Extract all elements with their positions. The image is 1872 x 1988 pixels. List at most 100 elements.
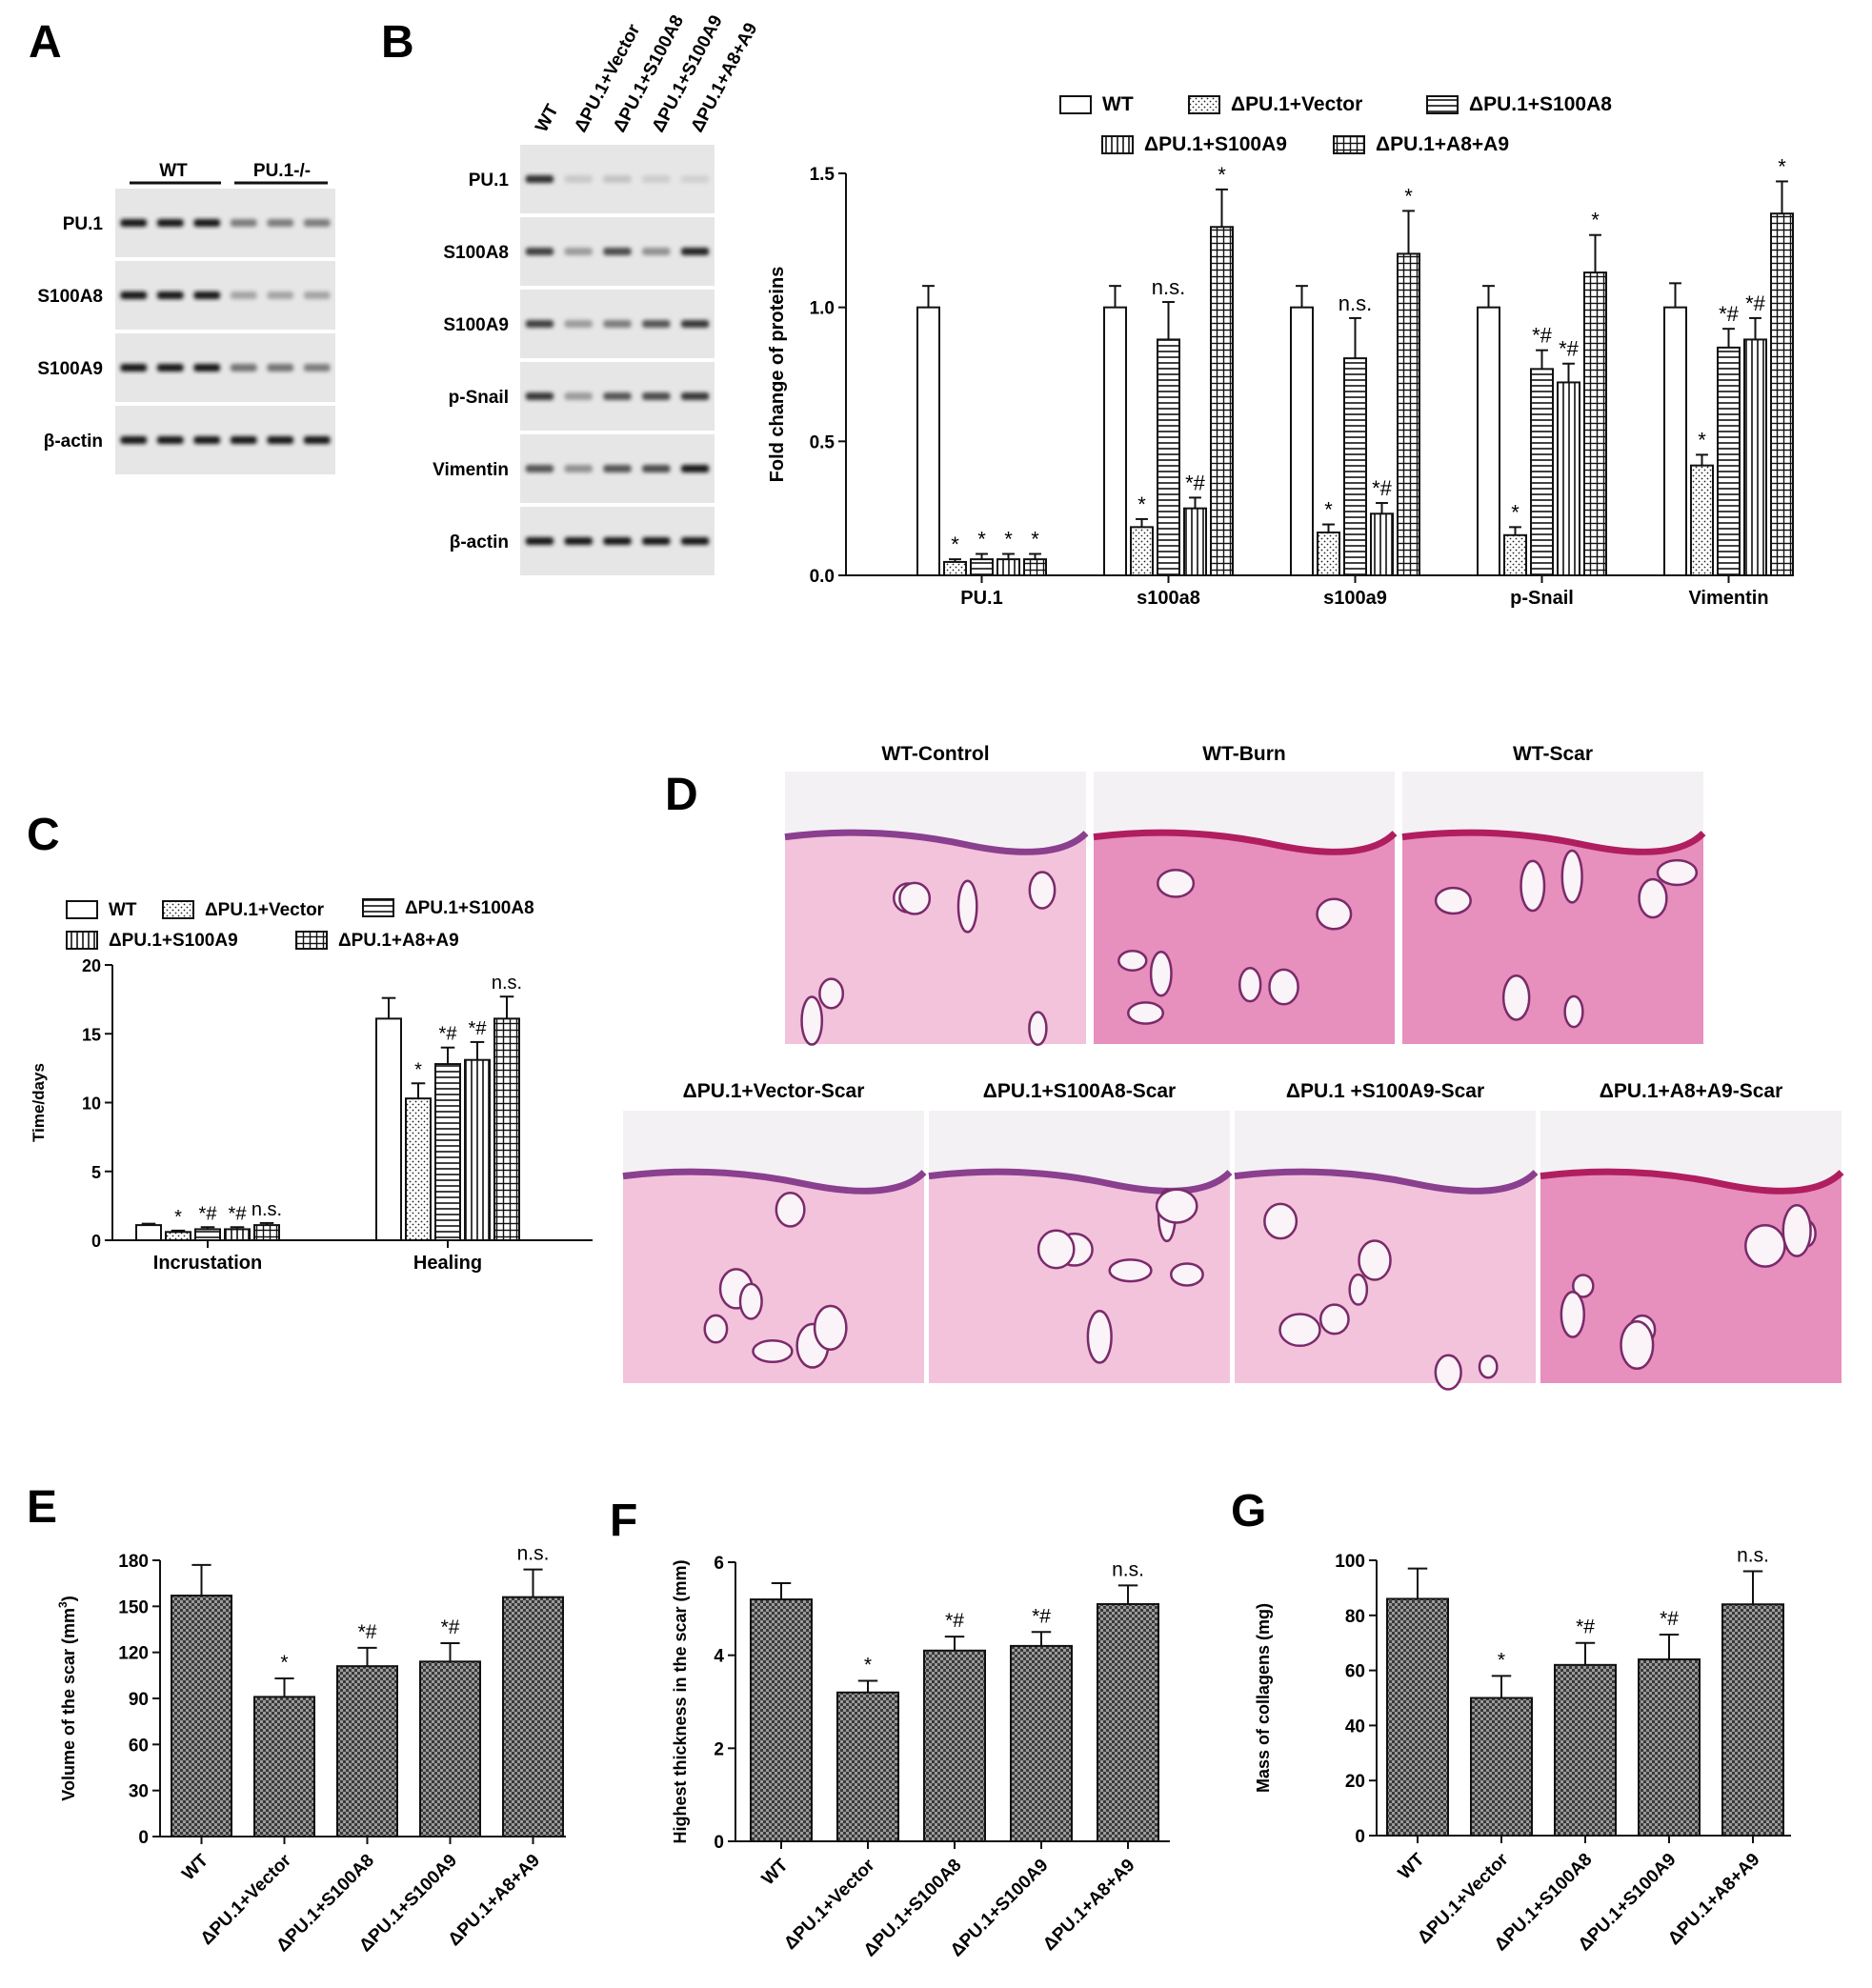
tissue-follicle — [1478, 1355, 1499, 1379]
bar-pu-1-s100a9 — [1638, 1658, 1701, 1837]
tissue-follicle — [1169, 1262, 1204, 1287]
bar-pu-1-s100a9 — [1010, 1644, 1073, 1843]
blot-band — [603, 465, 632, 472]
y-tick-label: 60 — [1345, 1662, 1365, 1682]
panel-letter-g: G — [1231, 1486, 1266, 1536]
legend-label-pu-1-s100a9: ΔPU.1+S100A9 — [109, 931, 238, 951]
tissue-follicle — [1744, 1223, 1786, 1268]
y-tick-label: 180 — [118, 1552, 149, 1572]
blot-band — [680, 175, 710, 183]
blot-row-label-vimentin: Vimentin — [433, 460, 509, 480]
x-category-label-p-snail: p-Snail — [1510, 588, 1574, 609]
tissue-epidermis — [622, 1168, 927, 1195]
y-axis-title: Time/days — [30, 1063, 48, 1142]
tissue-follicle — [813, 1304, 848, 1351]
chart-f-scar-thickness: 0246WT*ΔPU.1+Vector*#ΔPU.1+S100A8*#ΔPU.1… — [671, 1554, 1170, 1960]
bar-s100a9-wt — [1290, 306, 1314, 576]
y-axis-title-end: ) — [59, 1596, 78, 1601]
blot-band — [564, 320, 593, 328]
sig-label: n.s. — [492, 973, 522, 994]
blot-row-label-p-snail: p-Snail — [449, 388, 509, 408]
sig-label: n.s. — [517, 1543, 550, 1565]
bar-wt — [1386, 1597, 1449, 1837]
legend-swatch-pu-1-a8-a9 — [295, 931, 328, 950]
blot-band — [642, 320, 671, 328]
x-category-label-pu-1-a8-a9: ΔPU.1+A8+A9 — [1664, 1850, 1763, 1949]
tissue-follicle — [1268, 968, 1299, 1006]
blot-strip-s100a8 — [115, 261, 335, 330]
blot-band — [525, 248, 554, 255]
tissue-follicle — [1563, 994, 1584, 1029]
blot-band — [525, 392, 554, 400]
blot-band — [193, 291, 221, 299]
tissue-follicle — [1149, 951, 1173, 997]
blot-panel-b: PU.1 S100A8 S100A9 p-Snail Vimentin β-actin WT… — [433, 12, 761, 575]
x-category-label-wt: WT — [758, 1855, 793, 1889]
bar-s100a9-pu-1-vector — [1317, 531, 1340, 577]
y-axis-title: Fold change of proteins — [767, 267, 788, 483]
bar-pu-1-a8-a9 — [1721, 1603, 1784, 1837]
y-tick-label: 1.0 — [810, 299, 835, 319]
bar-p-snail-wt — [1477, 306, 1500, 576]
blot-band — [564, 248, 593, 255]
y-tick-label: 5 — [91, 1163, 101, 1182]
sig-label: * — [1778, 154, 1786, 178]
blot-band — [603, 392, 632, 400]
bar-pu-1-wt — [916, 306, 940, 576]
blot-band — [603, 248, 632, 255]
chart-e-scar-volume: 0306090120150180WT*ΔPU.1+Vector*#ΔPU.1+S… — [56, 1543, 566, 1956]
blot-band — [680, 392, 710, 400]
legend-swatch-wt — [1059, 95, 1092, 114]
tissue-follicle — [1127, 1001, 1165, 1025]
histology-panel-d: WT-Control WT-Burn WT-Scar ΔPU.1+Vector-Sca… — [622, 743, 1844, 1391]
blot-band — [230, 364, 257, 371]
bar-incrustation-pu-1-vector — [165, 1231, 191, 1241]
legend-label-pu-1-s100a9: ΔPU.1+S100A9 — [1144, 133, 1287, 155]
sig-label: * — [1404, 184, 1413, 208]
bar-healing-pu-1-s100a8 — [434, 1063, 461, 1242]
legend-label-wt: WT — [1102, 93, 1134, 115]
legend-swatch-pu-1-vector — [162, 900, 194, 919]
legend-label-pu-1-vector: ΔPU.1+Vector — [1231, 93, 1362, 115]
bar-pu-1-pu-1-s100a9 — [996, 558, 1020, 576]
sig-label: *# — [1660, 1608, 1679, 1630]
x-category-label-healing: Healing — [413, 1253, 482, 1274]
blot-row-label-pu-1: PU.1 — [63, 214, 104, 234]
blot-band — [525, 537, 554, 545]
sig-label: * — [951, 532, 959, 556]
sig-label: * — [280, 1652, 288, 1674]
sig-label: * — [1004, 527, 1013, 551]
sig-label: * — [1218, 163, 1226, 187]
panel-letter-b: B — [381, 17, 414, 68]
y-tick-label: 0.0 — [810, 567, 835, 587]
bar-s100a8-pu-1-a8-a9 — [1210, 226, 1234, 576]
tissue-dermis — [929, 1172, 1230, 1383]
bar-healing-pu-1-a8-a9 — [493, 1017, 520, 1241]
y-tick-label: 20 — [82, 956, 101, 975]
x-category-label-vimentin: Vimentin — [1688, 588, 1768, 609]
panel-letter-d: D — [665, 770, 698, 820]
panel-letter-e: E — [27, 1482, 57, 1533]
tissue-follicle — [1318, 1303, 1350, 1335]
tissue-follicle — [738, 1282, 763, 1320]
bar-p-snail-pu-1-s100a9 — [1557, 381, 1580, 576]
sig-label: * — [1698, 428, 1706, 452]
bar-pu-1-a8-a9 — [1097, 1602, 1159, 1842]
bar-pu-1-s100a8 — [923, 1649, 986, 1842]
bar-healing-wt — [375, 1017, 402, 1241]
legend-swatch-pu-1-a8-a9 — [1333, 135, 1365, 154]
blot-band — [680, 465, 710, 472]
blot-band — [642, 537, 671, 545]
bar-vimentin-pu-1-a8-a9 — [1770, 212, 1794, 576]
bar-wt — [171, 1595, 232, 1837]
tissue-dermis — [623, 1172, 924, 1383]
bar-healing-pu-1-s100a9 — [464, 1058, 491, 1241]
y-tick-label: 30 — [129, 1782, 149, 1802]
bar-pu-1-vector — [1470, 1697, 1533, 1837]
tissue-follicle — [1620, 1319, 1655, 1371]
bar-s100a9-pu-1-a8-a9 — [1397, 252, 1420, 576]
tissue-dermis — [1402, 833, 1703, 1044]
tissue-epidermis — [1401, 829, 1706, 855]
tissue-dermis — [785, 833, 1086, 1044]
bar-s100a8-pu-1-vector — [1130, 526, 1154, 576]
